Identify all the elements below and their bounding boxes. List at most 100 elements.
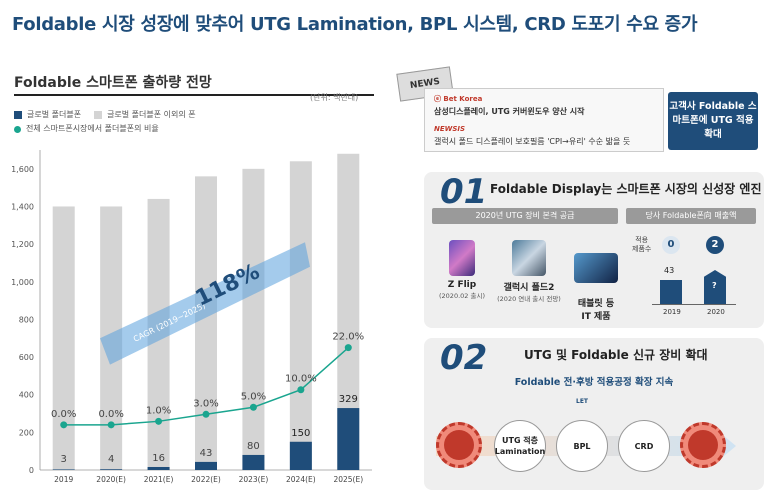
news-source-2: NEWSIS bbox=[434, 125, 466, 133]
panel1-tag-left: 2020년 UTG 장비 본격 공급 bbox=[432, 208, 618, 224]
ratio-value-label: 3.0% bbox=[193, 398, 218, 409]
fold2-image bbox=[512, 240, 546, 276]
y-tick-label: 1,600 bbox=[11, 165, 34, 174]
bar-other bbox=[195, 176, 217, 470]
step-crd: CRD bbox=[618, 420, 670, 472]
legend-label-foldable: 글로벌 폴더블폰 bbox=[27, 110, 82, 119]
step-bpl: BPL bbox=[556, 420, 608, 472]
sales-2020-value: ? bbox=[712, 281, 717, 290]
foldable-value-label: 16 bbox=[152, 453, 165, 464]
y-tick-label: 600 bbox=[19, 353, 34, 362]
top-secret-seal-right-icon bbox=[680, 422, 726, 468]
ratio-value-label: 10.0% bbox=[285, 374, 317, 385]
bar-other bbox=[242, 168, 265, 470]
x-tick-label: 2024(E) bbox=[286, 475, 316, 484]
bar-other bbox=[337, 153, 360, 470]
let-logo: LET bbox=[576, 398, 589, 405]
bar-foldable bbox=[147, 466, 170, 470]
step-utg-lamination: UTG 적층 Lamination bbox=[494, 420, 546, 472]
news-source-1: ⓔ Bet Korea bbox=[434, 95, 483, 103]
bar-foldable bbox=[289, 441, 312, 470]
legend-swatch-foldable bbox=[14, 111, 22, 119]
ratio-point bbox=[297, 386, 305, 394]
news-headline-2: 갤럭시 폴드 디스플레이 보호필름 'CPI→유리' 수순 밟을 듯 bbox=[434, 137, 631, 146]
x-tick-label: 2020(E) bbox=[96, 475, 126, 484]
y-tick-label: 1,000 bbox=[11, 278, 34, 287]
bar-other bbox=[52, 206, 75, 470]
foldable-value-label: 80 bbox=[247, 441, 260, 452]
device-zflip-name: Z Flip bbox=[447, 280, 477, 290]
x-tick-label: 2025(E) bbox=[333, 475, 363, 484]
x-tick-label: 2019 bbox=[54, 475, 73, 484]
y-tick-label: 0 bbox=[29, 466, 34, 475]
legend-item-foldable: 글로벌 폴더블폰 글로벌 폴더블폰 이외의 폰 bbox=[14, 108, 196, 122]
foldable-value-label: 3 bbox=[61, 454, 67, 465]
legend-swatch-other bbox=[94, 111, 103, 119]
sales-2019-year: 2019 bbox=[663, 308, 681, 316]
ratio-point bbox=[60, 421, 68, 429]
ratio-point bbox=[107, 421, 115, 429]
device-zflip: Z Flip (2020.02 출시) bbox=[432, 240, 492, 300]
panel1-tag-right: 당사 Foldable폰向 매출액 bbox=[626, 208, 756, 224]
tablet-image bbox=[574, 253, 618, 283]
bar-other bbox=[289, 161, 312, 470]
sales-2020-year: 2020 bbox=[707, 308, 725, 316]
foldable-value-label: 329 bbox=[339, 394, 358, 405]
device-fold2-name: 갤럭시 폴드2 bbox=[503, 283, 555, 293]
device-fold2: 갤럭시 폴드2 (2020 연내 출시 전망) bbox=[490, 240, 568, 303]
chart-title: Foldable 스마트폰 출하량 전망 bbox=[14, 72, 374, 96]
foldable-value-label: 150 bbox=[291, 428, 310, 439]
sales-2020-bar bbox=[704, 270, 726, 304]
legend-label-ratio: 전체 스마트폰시장에서 폴더블폰의 비율 bbox=[26, 124, 159, 133]
ratio-point bbox=[155, 417, 163, 425]
device-tablet: 태블릿 등 IT 제품 bbox=[568, 244, 624, 331]
sales-2019-value: 43 bbox=[664, 266, 675, 275]
applied-count-2020: 2 bbox=[706, 236, 724, 254]
y-tick-label: 800 bbox=[19, 315, 34, 324]
ratio-value-label: 1.0% bbox=[146, 405, 171, 416]
y-tick-label: 200 bbox=[19, 428, 34, 437]
foldable-value-label: 43 bbox=[200, 448, 213, 459]
panel2-title: UTG 및 Foldable 신규 장비 확대 bbox=[524, 348, 708, 362]
ratio-value-label: 5.0% bbox=[241, 391, 266, 402]
news-box bbox=[424, 88, 664, 152]
bar-foldable bbox=[100, 469, 123, 470]
customer-utg-callout: 고객사 Foldable 스마트폰에 UTG 적용 확대 bbox=[668, 92, 758, 150]
ratio-value-label: 0.0% bbox=[98, 409, 123, 420]
device-zflip-sub: (2020.02 출시) bbox=[439, 292, 485, 300]
top-secret-seal-left-icon bbox=[436, 422, 482, 468]
y-tick-label: 1,400 bbox=[11, 202, 34, 211]
panel1-number: 01 bbox=[440, 172, 488, 212]
ratio-point bbox=[344, 344, 352, 352]
applied-count-2019: 0 bbox=[662, 236, 680, 254]
bar-foldable bbox=[195, 461, 217, 470]
panel2-subtitle: Foldable 전·후방 적용공정 확장 지속 bbox=[514, 377, 674, 388]
ratio-point bbox=[249, 403, 257, 411]
x-tick-label: 2021(E) bbox=[144, 475, 174, 484]
sales-2019-bar bbox=[660, 280, 682, 304]
y-tick-label: 400 bbox=[19, 391, 34, 400]
device-fold2-sub: (2020 연내 출시 전망) bbox=[497, 295, 561, 303]
x-tick-label: 2022(E) bbox=[191, 475, 221, 484]
page-title: Foldable 시장 성장에 맞추어 UTG Lamination, BPL … bbox=[12, 14, 698, 35]
legend-item-ratio: 전체 스마트폰시장에서 폴더블폰의 비율 bbox=[14, 122, 196, 136]
panel1-title: Foldable Display는 스마트폰 시장의 신성장 엔진 bbox=[490, 182, 762, 196]
zflip-image bbox=[449, 240, 475, 276]
shipment-chart: 0 200 400 600 800 1,000 1,200 1,400 1,600 3 2019 4 2… bbox=[11, 150, 372, 484]
bar-foldable bbox=[242, 454, 265, 470]
foldable-value-label: 4 bbox=[108, 454, 114, 465]
ratio-value-label: 0.0% bbox=[51, 409, 76, 420]
y-tick-label: 1,200 bbox=[11, 240, 34, 249]
ratio-point bbox=[202, 410, 210, 418]
chart-unit: (단위: 백만대) bbox=[310, 93, 359, 102]
bar-foldable bbox=[337, 408, 360, 470]
x-tick-label: 2023(E) bbox=[239, 475, 269, 484]
panel2-number: 02 bbox=[440, 338, 488, 378]
cagr-arrow bbox=[100, 242, 310, 365]
sales-axis bbox=[652, 304, 736, 305]
legend-swatch-ratio bbox=[14, 125, 21, 133]
bar-foldable bbox=[52, 469, 75, 470]
device-tablet-name: 태블릿 등 IT 제품 bbox=[577, 299, 615, 322]
legend-label-other: 글로벌 폴더블폰 이외의 폰 bbox=[107, 110, 196, 119]
news-headline-1: 삼성디스플레이, UTG 커버윈도우 양산 시작 bbox=[434, 107, 585, 116]
